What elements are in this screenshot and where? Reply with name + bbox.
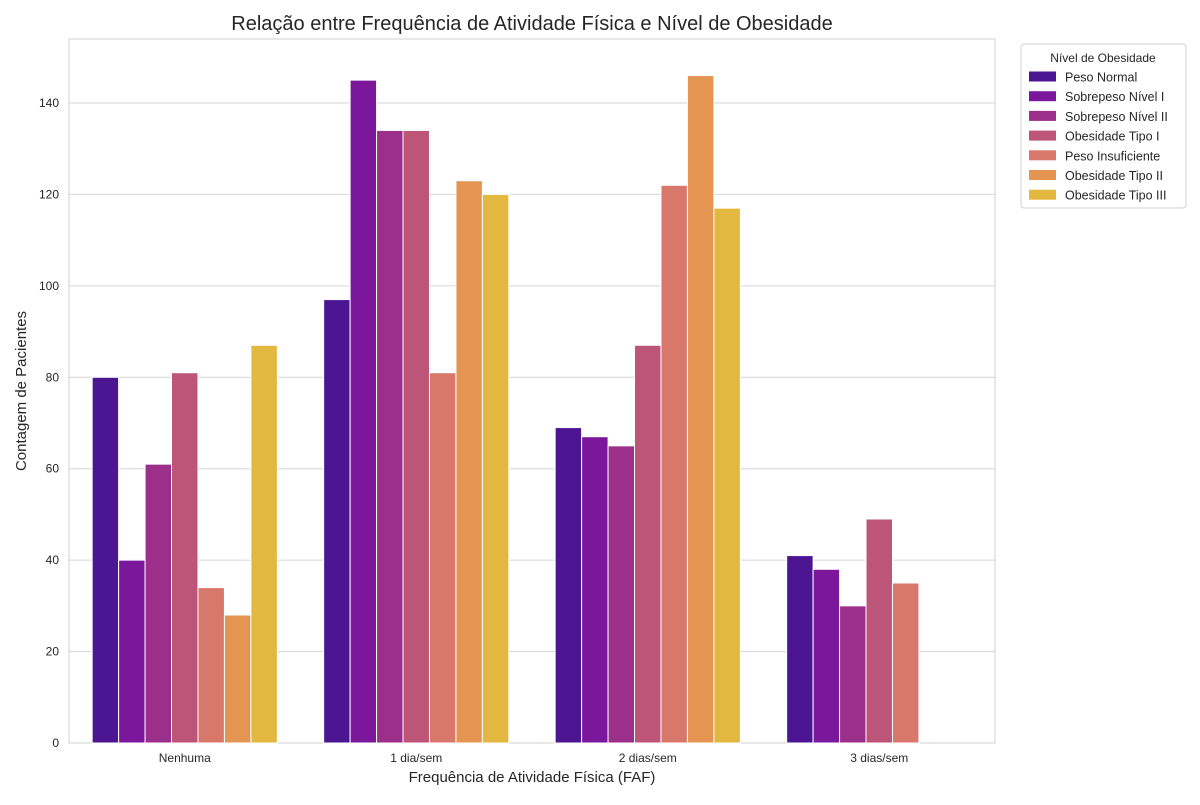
y-tick-label: 20 <box>46 645 60 659</box>
bar <box>171 372 199 744</box>
legend-title: Nível de Obesidade <box>1050 51 1156 65</box>
legend-swatch <box>1029 189 1056 200</box>
legend-label: Peso Normal <box>1065 71 1137 85</box>
x-tick-label: 3 dias/sem <box>850 751 908 765</box>
bar <box>197 587 225 744</box>
legend: Nível de Obesidade Peso Normal Sobrepeso … <box>1020 43 1187 209</box>
bar <box>891 582 920 744</box>
legend-swatch <box>1029 150 1056 161</box>
bar <box>812 568 841 744</box>
legend-items: Peso Normal Sobrepeso Nível I Sobrepeso Ní… <box>1029 71 1168 203</box>
y-axis-ticks: 0 20 40 60 80 100 120 140 <box>39 96 59 750</box>
legend-swatch <box>1029 110 1056 121</box>
bar <box>376 129 404 744</box>
legend-swatch <box>1029 71 1056 82</box>
legend-swatch <box>1029 91 1056 102</box>
legend-label: Obesidade Tipo II <box>1065 169 1163 183</box>
bar <box>839 605 867 744</box>
bar <box>323 299 351 744</box>
y-tick-label: 80 <box>46 370 60 384</box>
y-tick-label: 140 <box>39 96 59 110</box>
bar <box>786 555 814 744</box>
x-axis-ticks: Nenhuma 1 dia/sem 2 dias/sem 3 dias/sem <box>159 751 909 765</box>
x-axis-label: Frequência de Atividade Física (FAF) <box>409 769 656 786</box>
bar <box>402 129 430 744</box>
chart-title: Relação entre Frequência de Atividade Fí… <box>231 13 832 35</box>
y-tick-label: 60 <box>46 462 60 476</box>
x-tick-label: 1 dia/sem <box>390 751 442 765</box>
bars <box>91 75 920 744</box>
bar <box>865 518 893 744</box>
bar <box>660 184 688 744</box>
legend-label: Peso Insuficiente <box>1065 149 1160 163</box>
bar <box>91 376 120 744</box>
x-tick-label: 2 dias/sem <box>619 751 677 765</box>
x-tick-label: Nenhuma <box>159 751 211 765</box>
legend-swatch <box>1029 170 1056 180</box>
bar <box>144 463 173 744</box>
y-tick-label: 100 <box>39 279 59 293</box>
bar <box>634 344 662 744</box>
bar <box>118 559 146 744</box>
legend-box <box>1020 43 1187 209</box>
bar <box>428 372 457 744</box>
bar <box>349 79 378 744</box>
bar <box>250 344 278 744</box>
bar <box>607 445 636 744</box>
legend-label: Obesidade Tipo I <box>1065 130 1160 144</box>
bar <box>686 75 715 744</box>
bar <box>713 207 741 744</box>
y-axis-label: Contagem de Pacientes <box>13 311 30 471</box>
legend-label: Sobrepeso Nível I <box>1065 90 1164 104</box>
bar <box>481 193 510 744</box>
bar <box>581 436 609 744</box>
legend-label: Sobrepeso Nível II <box>1065 110 1168 124</box>
legend-label: Obesidade Tipo III <box>1065 189 1166 203</box>
bar <box>455 180 483 744</box>
y-tick-label: 40 <box>46 553 60 567</box>
bar <box>223 614 252 744</box>
y-tick-label: 0 <box>52 736 59 750</box>
y-tick-label: 120 <box>39 187 59 201</box>
bar <box>554 427 583 744</box>
legend-swatch <box>1029 130 1056 141</box>
